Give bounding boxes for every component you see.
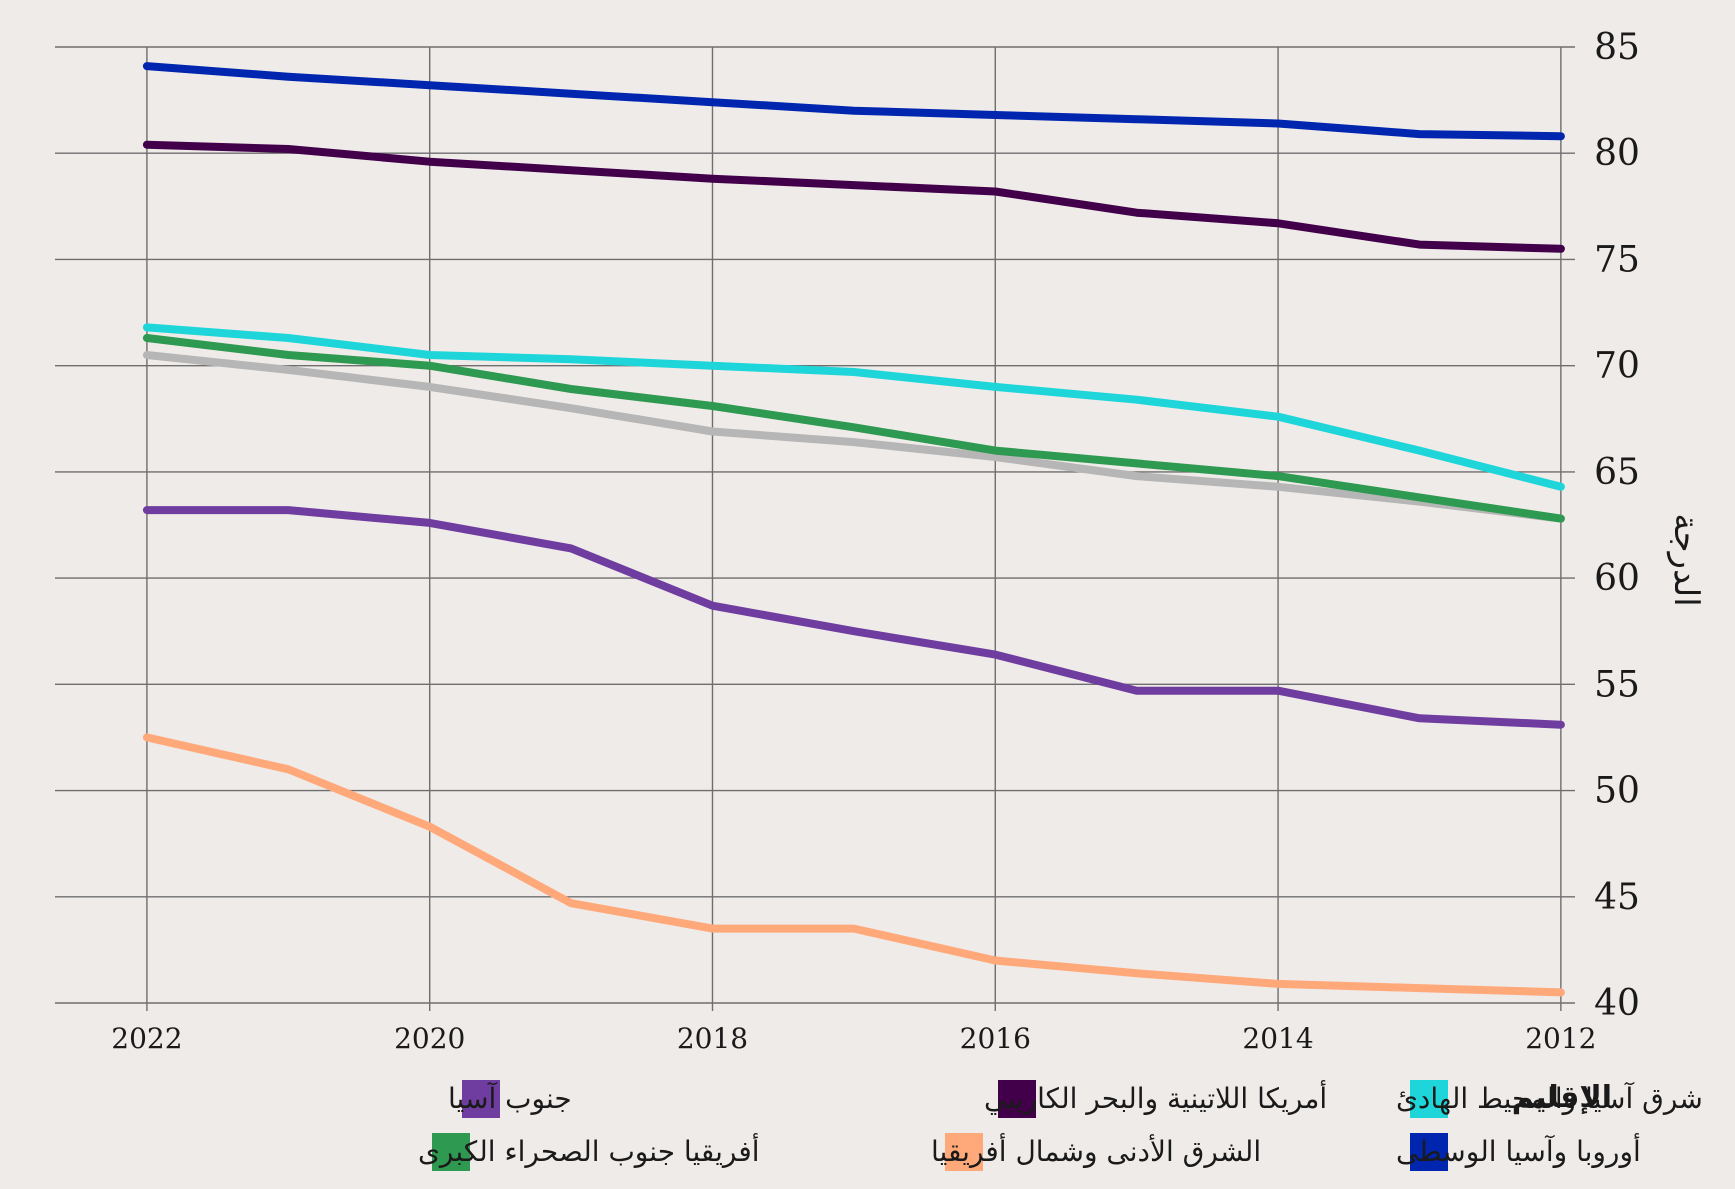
legend-label: الشرق الأدنى وشمال أفريقيا <box>931 1132 1261 1168</box>
legend-swatch <box>432 1133 470 1171</box>
grid <box>55 46 1575 1011</box>
y-tick-label: 70 <box>1594 346 1640 387</box>
legend-swatch <box>1410 1080 1448 1118</box>
y-tick-label: 85 <box>1594 27 1640 68</box>
y-axis-label: الدرجة <box>1666 513 1706 606</box>
x-axis-ticks: 2022 2020 2018 2016 2014 2012 <box>111 1022 1596 1055</box>
y-tick-label: 40 <box>1594 983 1640 1024</box>
series-line-4 <box>142 733 1565 997</box>
series-line-2 <box>142 506 1565 729</box>
legend-label: أفريقيا جنوب الصحراء الكبرى <box>418 1132 759 1168</box>
y-tick-label: 50 <box>1594 771 1640 812</box>
legend-title: الإقليم <box>1512 1080 1612 1115</box>
series-line-5 <box>142 334 1565 523</box>
y-tick-label: 75 <box>1594 239 1640 280</box>
x-tick-label: 2012 <box>1525 1022 1596 1055</box>
x-tick-label: 2014 <box>1242 1022 1313 1055</box>
y-tick-label: 80 <box>1594 133 1640 174</box>
legend-label: جنوب آسيا <box>448 1082 572 1115</box>
y-tick-label: 45 <box>1594 877 1640 918</box>
y-axis-ticks: 40 45 50 55 60 65 70 75 80 85 <box>1594 27 1640 1024</box>
x-tick-label: 2022 <box>111 1022 182 1055</box>
series-line-0 <box>142 323 1565 491</box>
legend-swatch <box>998 1080 1036 1118</box>
legend-label: أوروبا وآسيا الوسطى <box>1396 1132 1641 1168</box>
x-tick-label: 2018 <box>677 1022 748 1055</box>
y-tick-label: 60 <box>1594 558 1640 599</box>
y-tick-label: 55 <box>1594 664 1640 705</box>
series-line-1 <box>142 140 1565 253</box>
x-tick-label: 2020 <box>394 1022 465 1055</box>
legend-label: أمريكا اللاتينية والبحر الكاريبي <box>984 1079 1327 1115</box>
legend-swatch <box>1410 1133 1448 1171</box>
legend: الإقليم شرق آسيا والمحيط الهادئ أمريكا ال… <box>418 1079 1703 1171</box>
legend-swatch <box>462 1080 500 1118</box>
x-tick-label: 2016 <box>960 1022 1031 1055</box>
series-line-6 <box>142 351 1565 523</box>
legend-label: شرق آسيا والمحيط الهادئ <box>1396 1082 1703 1115</box>
y-tick-label: 65 <box>1594 452 1640 493</box>
series-line-3 <box>142 62 1565 141</box>
legend-swatch <box>945 1133 983 1171</box>
series-lines <box>142 62 1565 997</box>
